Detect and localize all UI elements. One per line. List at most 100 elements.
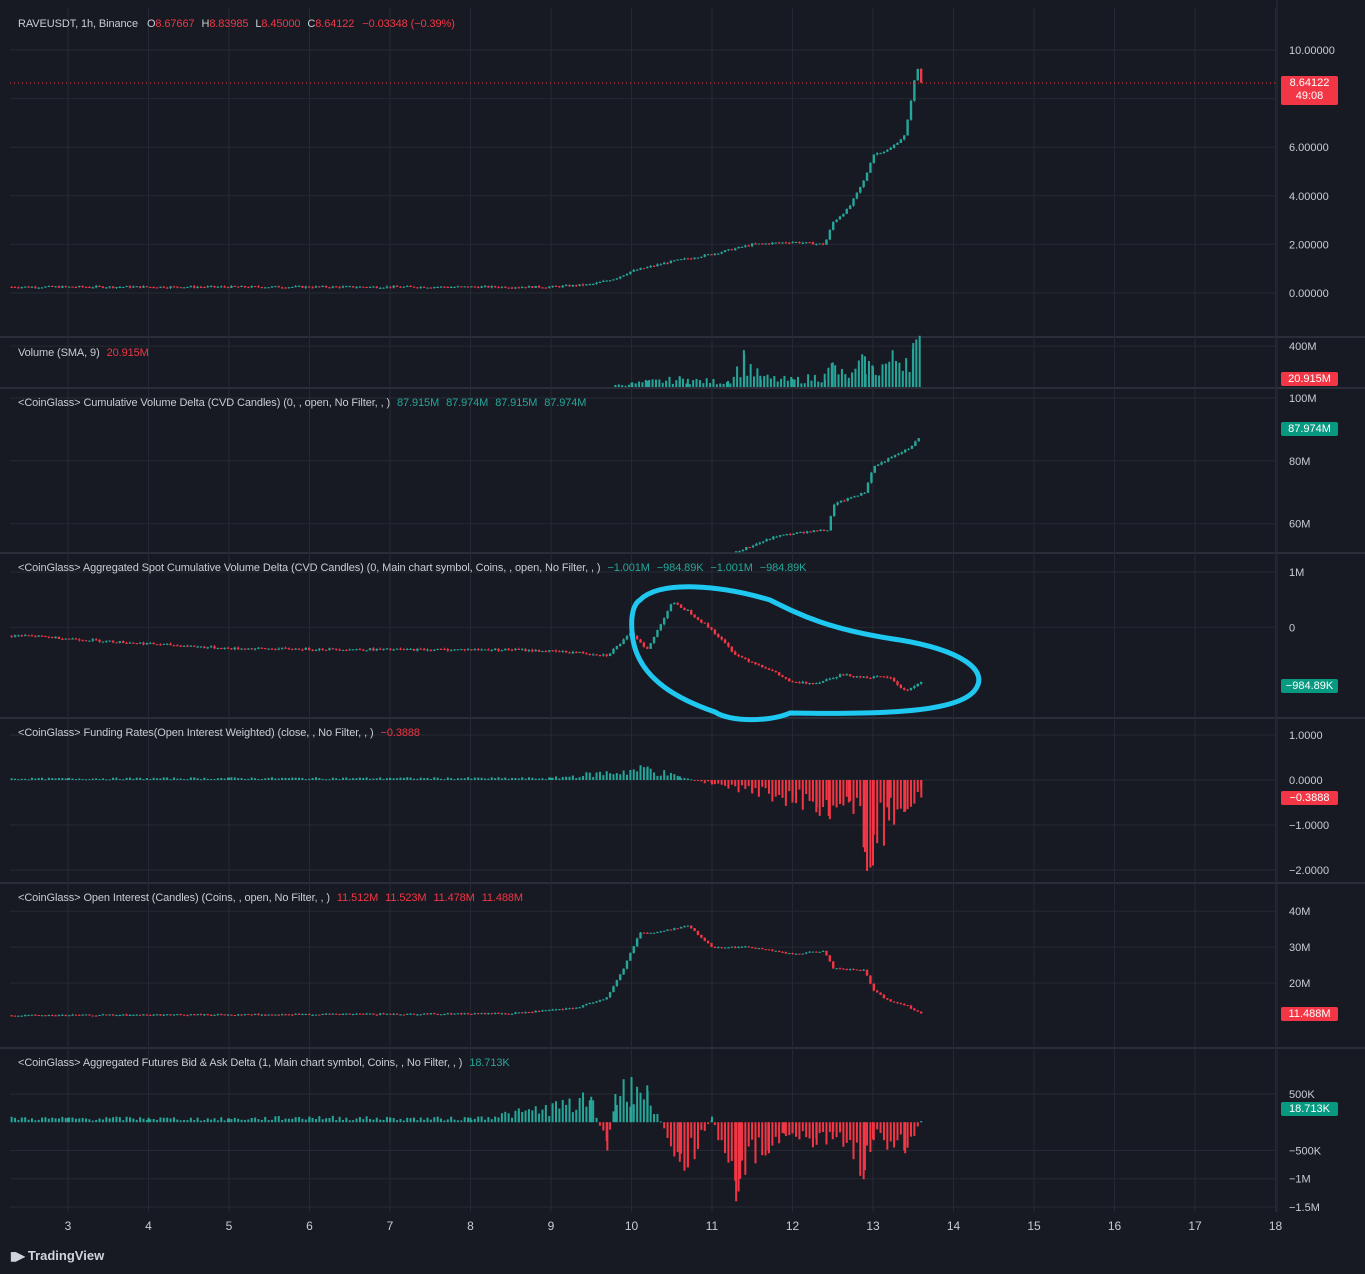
funding-bar <box>805 780 808 795</box>
price-candle <box>182 287 186 289</box>
spot-cvd-candle <box>615 646 619 649</box>
funding-bar <box>328 779 331 781</box>
tradingview-logo[interactable]: ▮▶ TradingView <box>10 1248 104 1263</box>
delta-bar <box>774 1122 777 1137</box>
volume-bar <box>627 384 630 387</box>
funding-bar <box>490 777 493 780</box>
delta-bar <box>348 1120 351 1123</box>
delta-spike <box>904 1122 907 1154</box>
spot-cvd-candle <box>324 649 328 651</box>
delta-bar <box>352 1120 355 1123</box>
price-candle <box>345 286 348 288</box>
price-candle <box>209 285 213 287</box>
delta-bar <box>172 1117 175 1123</box>
delta-bar <box>680 1122 683 1154</box>
price-candle <box>649 265 652 268</box>
funding-bar <box>159 778 162 780</box>
oi-candle <box>615 980 619 987</box>
funding-bar <box>406 777 409 780</box>
oi-badge: 11.488M <box>1281 1007 1338 1021</box>
y-tick-label: 2.00000 <box>1289 239 1329 251</box>
volume-bar <box>739 377 742 387</box>
funding-bar <box>436 777 439 780</box>
oi-candle <box>88 1014 91 1016</box>
spot-cvd-candle <box>598 655 602 657</box>
price-candle <box>835 219 838 223</box>
price-candle <box>470 286 473 288</box>
price-candle <box>135 286 138 288</box>
spot-cvd-candle <box>23 635 27 637</box>
price-candle <box>145 286 149 288</box>
delta-bar <box>243 1119 246 1123</box>
delta-bar <box>240 1119 243 1123</box>
price-candle <box>111 286 115 288</box>
delta-spike <box>469 1117 472 1123</box>
price-candle <box>67 286 71 288</box>
spot-cvd-candle <box>196 646 199 648</box>
delta-bar <box>778 1122 781 1144</box>
funding-bar <box>402 777 405 780</box>
delta-bar <box>423 1119 426 1123</box>
price-candle <box>730 249 734 251</box>
price-candle <box>314 286 318 288</box>
funding-bar <box>507 778 510 780</box>
volume-bar <box>844 374 847 387</box>
delta-bar <box>267 1120 270 1123</box>
price-candle <box>777 242 781 244</box>
oi-candle <box>422 1013 426 1015</box>
price-candle <box>81 286 84 288</box>
price-candle <box>165 287 169 289</box>
spot-cvd-candle <box>213 646 216 649</box>
cvd-value-3: 87.915M <box>495 397 538 409</box>
volume-bar <box>820 382 823 387</box>
spot-cvd-candle <box>27 635 30 637</box>
funding-bar <box>152 777 155 780</box>
spot-cvd-candle <box>443 648 446 650</box>
price-candle <box>233 285 236 287</box>
price-candle <box>351 286 355 288</box>
spot-cvd-candle <box>541 651 544 653</box>
x-tick-label: 16 <box>1108 1219 1122 1233</box>
price-candle <box>64 286 67 288</box>
oi-candle <box>165 1014 169 1016</box>
funding-bar <box>169 779 172 781</box>
price-candle <box>409 286 412 288</box>
volume-bar <box>638 381 641 387</box>
price-candle <box>754 243 757 245</box>
funding-bar <box>595 772 598 780</box>
price-candle <box>639 268 642 270</box>
funding-bar <box>196 778 199 780</box>
spot-cvd-candle <box>581 651 585 654</box>
oi-candle <box>142 1014 145 1016</box>
spot-cvd-candle <box>287 648 291 650</box>
delta-bar <box>909 1122 912 1137</box>
spot-cvd-candle <box>720 636 723 640</box>
spot-cvd-candle <box>375 648 378 651</box>
oi-candle <box>358 1013 362 1015</box>
oi-candle <box>602 999 605 1001</box>
delta-bar <box>632 1104 635 1123</box>
delta-bar <box>876 1122 879 1130</box>
funding-bar <box>467 777 470 780</box>
price-candle <box>358 286 362 288</box>
funding-bar <box>166 777 169 780</box>
oi-candle <box>625 960 629 969</box>
spot-cvd-candle <box>30 635 34 637</box>
funding-bar <box>416 778 419 780</box>
funding-bar <box>893 780 896 825</box>
price-candle <box>118 287 122 289</box>
delta-bar <box>61 1116 64 1123</box>
spot-cvd-candle <box>497 648 500 651</box>
spot-cvd-candle <box>558 651 561 653</box>
y-tick-label: 1M <box>1289 567 1304 579</box>
oi-candle <box>838 968 842 970</box>
spot-cvd-candle <box>318 648 321 651</box>
price-candle <box>419 286 422 288</box>
oi-candle <box>713 946 717 948</box>
oi-candle <box>466 1013 470 1015</box>
delta-bar <box>166 1117 169 1123</box>
funding-bar <box>473 777 476 780</box>
cvd-candle <box>917 438 920 442</box>
